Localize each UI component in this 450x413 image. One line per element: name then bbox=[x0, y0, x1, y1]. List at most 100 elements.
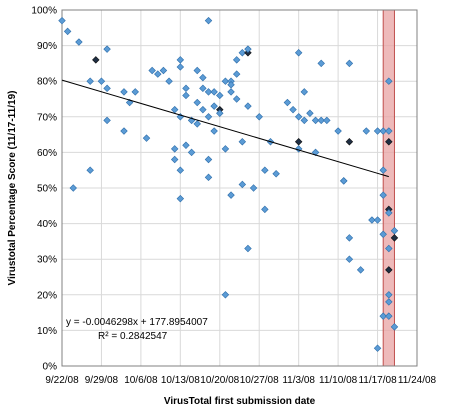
data-point bbox=[232, 56, 241, 64]
data-point bbox=[249, 184, 258, 192]
data-point bbox=[221, 77, 230, 85]
data-point bbox=[323, 116, 331, 125]
data-point bbox=[176, 166, 185, 174]
data-point bbox=[340, 177, 348, 185]
x-tick-label: 9/22/08 bbox=[45, 375, 79, 386]
x-tick-label: 10/20/08 bbox=[200, 375, 239, 386]
data-point bbox=[317, 116, 325, 125]
data-point bbox=[379, 166, 387, 174]
data-point bbox=[261, 166, 269, 174]
data-point bbox=[385, 291, 393, 299]
plot-area bbox=[61, 9, 418, 367]
data-point bbox=[317, 59, 325, 68]
data-point bbox=[204, 155, 213, 164]
data-point bbox=[362, 127, 371, 135]
data-point bbox=[170, 145, 179, 153]
data-point bbox=[294, 145, 303, 153]
data-point bbox=[289, 105, 297, 114]
data-point bbox=[356, 266, 365, 274]
y-tick-label: 90% bbox=[37, 41, 57, 52]
data-point bbox=[390, 234, 399, 242]
y-tick-label: 50% bbox=[37, 184, 57, 195]
data-point bbox=[142, 134, 151, 142]
data-point bbox=[368, 216, 376, 224]
data-point bbox=[193, 98, 201, 107]
data-point bbox=[261, 205, 269, 214]
data-point bbox=[69, 184, 77, 192]
x-tick-label: 11/3/08 bbox=[282, 375, 315, 386]
data-point bbox=[199, 105, 207, 114]
data-point bbox=[255, 113, 263, 121]
data-point bbox=[238, 180, 247, 189]
data-point bbox=[210, 102, 218, 110]
y-axis-label: Virustotal Percentage Score (11/17-11/19… bbox=[7, 91, 18, 286]
data-point bbox=[294, 113, 303, 121]
data-point bbox=[379, 230, 387, 239]
data-point bbox=[193, 66, 201, 75]
data-point bbox=[210, 127, 218, 135]
data-point bbox=[385, 209, 393, 217]
data-point bbox=[345, 137, 354, 146]
y-tick-label: 10% bbox=[37, 326, 57, 337]
data-point bbox=[300, 116, 309, 125]
data-point bbox=[345, 59, 354, 68]
data-point bbox=[283, 98, 292, 107]
x-tick-label: 9/29/08 bbox=[85, 375, 119, 386]
x-tick-label: 10/13/08 bbox=[161, 375, 200, 386]
data-point bbox=[385, 312, 393, 320]
data-point bbox=[63, 27, 72, 36]
data-point bbox=[390, 323, 399, 331]
data-points bbox=[58, 16, 399, 352]
y-tick-label: 60% bbox=[37, 148, 57, 159]
data-point bbox=[244, 102, 252, 110]
data-point bbox=[379, 312, 387, 320]
x-axis-label: VirusTotal first submission date bbox=[164, 396, 316, 407]
data-point bbox=[103, 116, 111, 125]
data-point bbox=[210, 88, 218, 96]
data-point bbox=[204, 88, 213, 96]
data-point bbox=[272, 170, 280, 178]
trendline-r-squared: R² = 0.2842547 bbox=[98, 331, 168, 342]
data-point bbox=[379, 127, 387, 135]
data-point bbox=[385, 298, 393, 306]
data-point bbox=[216, 109, 224, 117]
data-point bbox=[182, 84, 190, 93]
data-point bbox=[385, 266, 393, 274]
data-point bbox=[373, 216, 382, 224]
y-tick-label: 30% bbox=[37, 255, 57, 266]
y-tick-label: 100% bbox=[31, 6, 57, 17]
data-point bbox=[294, 48, 303, 57]
data-point bbox=[244, 244, 252, 253]
trendline-equation: y = -0.0046298x + 177.8954007 bbox=[66, 317, 208, 328]
data-point bbox=[92, 56, 100, 64]
data-point bbox=[385, 127, 393, 135]
data-point bbox=[159, 66, 168, 75]
data-point bbox=[75, 38, 83, 46]
y-tick-label: 70% bbox=[37, 112, 57, 123]
data-point bbox=[216, 91, 224, 100]
y-tick-label: 80% bbox=[37, 77, 57, 88]
x-axis-tick-labels: 9/22/08 9/29/08 10/6/08 10/13/08 10/20/08 10/… bbox=[45, 375, 436, 386]
data-point bbox=[238, 137, 247, 146]
y-tick-label: 40% bbox=[37, 219, 57, 230]
data-point bbox=[120, 127, 128, 135]
data-point bbox=[379, 191, 387, 199]
y-tick-label: 0% bbox=[43, 362, 58, 373]
data-point bbox=[176, 63, 185, 71]
data-point bbox=[187, 148, 196, 157]
data-point bbox=[97, 77, 106, 85]
data-point bbox=[311, 148, 320, 157]
data-point bbox=[165, 77, 173, 85]
data-point bbox=[238, 48, 247, 57]
data-point bbox=[385, 137, 393, 146]
data-point bbox=[385, 77, 393, 85]
data-point bbox=[204, 113, 213, 121]
data-point bbox=[204, 16, 213, 25]
data-point bbox=[199, 84, 207, 93]
data-point bbox=[148, 66, 156, 75]
data-point bbox=[232, 95, 241, 103]
x-tick-label: 11/10/08 bbox=[319, 375, 358, 386]
data-point bbox=[385, 244, 393, 253]
